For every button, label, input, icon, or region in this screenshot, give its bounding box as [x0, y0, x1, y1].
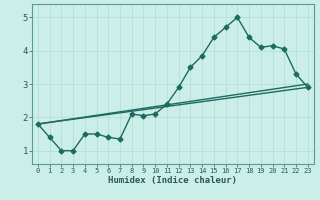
X-axis label: Humidex (Indice chaleur): Humidex (Indice chaleur): [108, 176, 237, 185]
